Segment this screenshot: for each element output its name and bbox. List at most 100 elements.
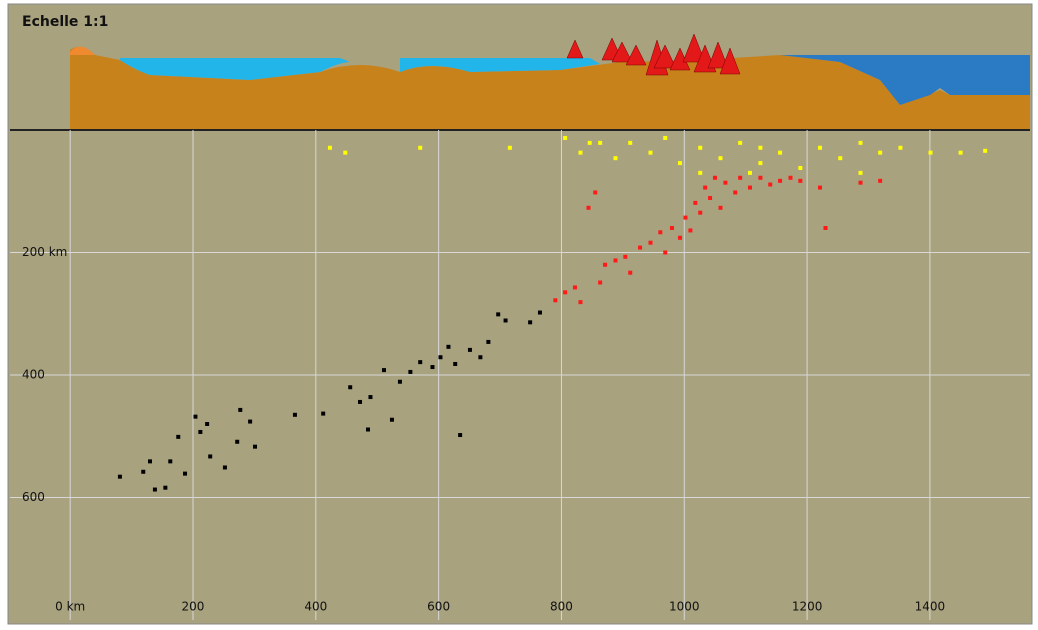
point — [898, 145, 903, 150]
point — [983, 148, 988, 153]
cross-section — [10, 33, 1030, 131]
point — [438, 355, 443, 360]
point — [638, 245, 643, 250]
point — [623, 254, 628, 259]
point — [693, 200, 698, 205]
point — [572, 285, 577, 290]
point — [453, 361, 458, 366]
point — [193, 414, 198, 419]
point — [389, 417, 394, 422]
point — [733, 190, 738, 195]
point — [368, 395, 373, 400]
point — [858, 140, 863, 145]
point — [292, 412, 297, 417]
point — [758, 175, 763, 180]
point — [176, 434, 181, 439]
point — [677, 235, 682, 240]
point — [467, 347, 472, 352]
point — [593, 190, 598, 195]
point — [141, 469, 146, 474]
point — [478, 355, 483, 360]
point — [222, 465, 227, 470]
point — [418, 360, 423, 365]
point — [603, 262, 608, 267]
x-tick-label: 0 km — [55, 600, 85, 614]
point — [738, 175, 743, 180]
point — [663, 135, 668, 140]
point — [553, 298, 558, 303]
x-tick-label: 400 — [304, 600, 327, 614]
point — [758, 145, 763, 150]
point — [648, 150, 653, 155]
point — [235, 439, 240, 444]
point — [148, 459, 153, 464]
point — [537, 310, 542, 315]
x-tick-label: 200 — [182, 600, 205, 614]
point — [327, 145, 332, 150]
point — [798, 178, 803, 183]
point — [563, 290, 568, 295]
point — [698, 170, 703, 175]
x-tick-label: 800 — [550, 600, 573, 614]
x-tick-label: 600 — [427, 600, 450, 614]
point — [658, 230, 663, 235]
point — [578, 150, 583, 155]
point — [117, 474, 122, 479]
point — [878, 150, 883, 155]
point — [418, 145, 423, 150]
sea — [400, 58, 600, 72]
point — [683, 215, 688, 220]
point — [578, 300, 583, 305]
point — [358, 399, 363, 404]
point — [723, 180, 728, 185]
point — [366, 427, 371, 432]
point — [718, 156, 723, 161]
point — [628, 140, 633, 145]
sea — [120, 58, 350, 80]
point — [798, 165, 803, 170]
point — [858, 180, 863, 185]
point — [669, 226, 674, 230]
point — [586, 205, 591, 210]
x-tick-label: 1000 — [669, 600, 700, 614]
point — [628, 270, 633, 275]
point — [168, 459, 173, 464]
point — [343, 150, 348, 155]
point — [747, 185, 752, 190]
point — [817, 185, 822, 190]
point — [703, 185, 708, 190]
point — [747, 170, 752, 175]
chart-title: Echelle 1:1 — [22, 14, 108, 30]
point — [823, 226, 828, 230]
x-tick-label: 1400 — [915, 600, 946, 614]
point — [503, 318, 508, 323]
point — [163, 485, 168, 490]
point — [205, 422, 210, 426]
point — [507, 145, 512, 150]
deep-sea — [780, 55, 1030, 105]
point — [598, 140, 603, 145]
point — [928, 150, 933, 155]
point — [838, 156, 843, 161]
point — [817, 145, 822, 150]
point — [708, 195, 713, 200]
point — [738, 140, 743, 145]
point — [381, 368, 386, 373]
point — [528, 320, 533, 325]
y-tick-label: 200 km — [22, 245, 67, 259]
point — [253, 444, 258, 449]
point — [878, 178, 883, 183]
x-tick-label: 1200 — [792, 600, 823, 614]
point — [152, 487, 157, 492]
point — [778, 178, 783, 183]
coast — [70, 46, 95, 55]
point — [598, 280, 603, 285]
point — [677, 161, 682, 166]
point — [788, 175, 793, 180]
point — [858, 170, 863, 175]
point — [183, 471, 188, 476]
point — [712, 175, 717, 180]
point — [238, 407, 243, 412]
point — [458, 433, 463, 438]
